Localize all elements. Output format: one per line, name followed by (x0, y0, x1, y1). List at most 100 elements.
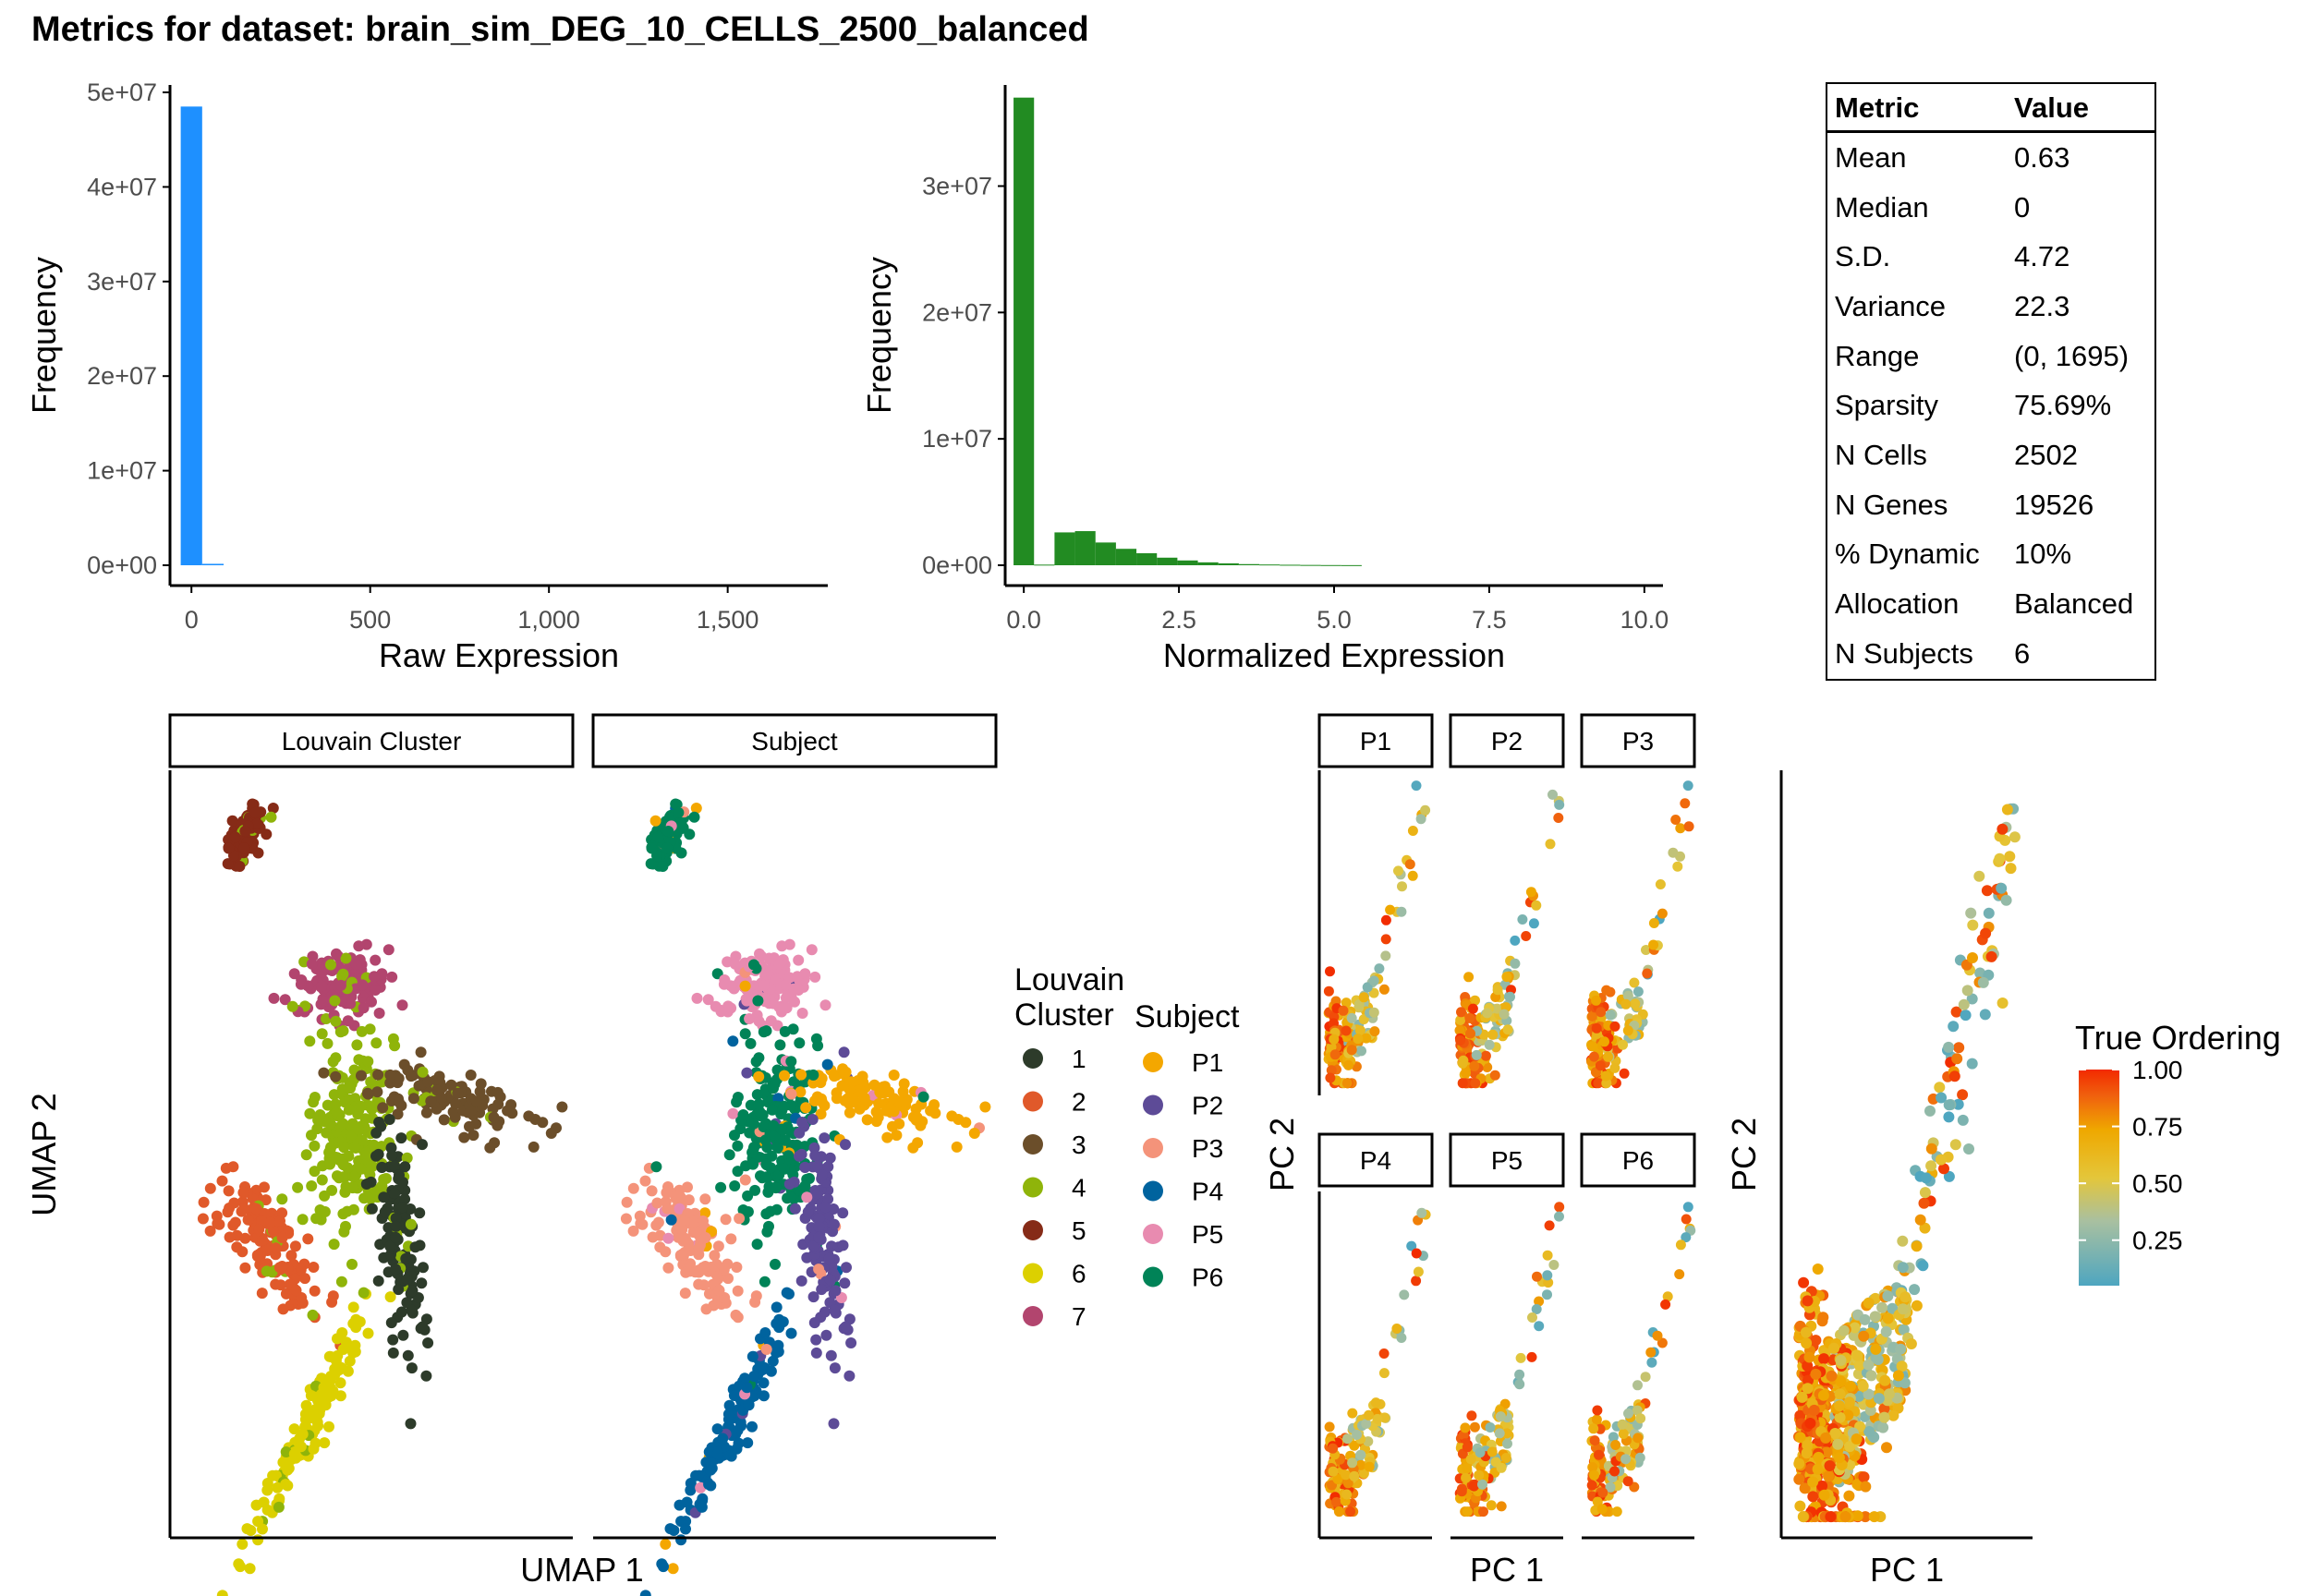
legend-swatch (1023, 1306, 1043, 1326)
facet-strip (1449, 1132, 1565, 1188)
scatter-point (1843, 1396, 1855, 1409)
scatter-point (1824, 1460, 1836, 1471)
metric-name: N Cells (1835, 438, 1927, 471)
scatter-point (309, 1140, 321, 1152)
scatter-point (1629, 977, 1640, 988)
scatter-point (251, 817, 263, 829)
scatter-point (390, 1264, 402, 1276)
histogram-bar (1115, 549, 1137, 565)
scatter-point (1943, 1099, 1955, 1111)
scatter-point (308, 1262, 320, 1273)
histogram-bar (180, 106, 202, 566)
scatter-point (747, 1158, 759, 1170)
scatter-point (1948, 1021, 1960, 1033)
scatter-point (1597, 1487, 1608, 1498)
scatter-point (845, 1337, 857, 1348)
scatter-point (951, 1141, 963, 1153)
normalized-histogram: 0e+00 1e+07 2e+07 3e+07 0.0 2.5 5.0 7.5 10.0 No… (860, 85, 1669, 674)
scatter-point (809, 1150, 821, 1162)
scatter-point (1466, 1410, 1477, 1421)
scatter-point (348, 1142, 360, 1154)
scatter-point (1943, 1111, 1955, 1123)
scatter-point (872, 1111, 884, 1123)
scatter-point (1596, 1007, 1607, 1018)
scatter-point (667, 1563, 679, 1575)
x-tick-label: 7.5 (1472, 606, 1507, 634)
scatter-point (325, 1371, 337, 1382)
scatter-point (295, 978, 307, 990)
umap-subject-points (620, 798, 991, 1596)
scatter-point (397, 1329, 409, 1341)
scatter-point (288, 1423, 300, 1435)
louvain-legend-title-line1: Louvain (1014, 962, 1124, 998)
scatter-point (1364, 1461, 1375, 1472)
colorbar-tick-label: 0.25 (2132, 1227, 2183, 1255)
scatter-point (1595, 1060, 1606, 1071)
legend-swatch (1023, 1220, 1043, 1240)
scatter-point (1881, 1442, 1892, 1454)
scatter-point (1802, 1383, 1814, 1395)
scatter-point (639, 1590, 651, 1596)
scatter-point (1525, 887, 1536, 898)
subject-legend-background (1131, 994, 1260, 1033)
scatter-point (711, 1423, 723, 1435)
scatter-point (1967, 919, 1979, 931)
scatter-point (1963, 1143, 1974, 1155)
scatter-point (858, 1092, 870, 1104)
scatter-point (1619, 1068, 1630, 1079)
scatter-point (652, 831, 664, 843)
scatter-point (211, 1210, 223, 1222)
scatter-point (1347, 1457, 1358, 1469)
metric-value: Balanced (2014, 587, 2134, 621)
scatter-point (1587, 1462, 1598, 1473)
umap-x-label: UMAP 1 (520, 1551, 643, 1589)
legend-label: P2 (1192, 1092, 1223, 1120)
histogram-bar (1341, 564, 1362, 566)
histogram-bar (1074, 531, 1096, 565)
scatter-point (687, 1216, 699, 1228)
scatter-point (1873, 1393, 1885, 1405)
scatter-point (767, 1355, 779, 1367)
scatter-point (765, 1365, 777, 1377)
scatter-point (656, 1558, 668, 1570)
scatter-point (1545, 839, 1556, 850)
histogram-bar (1054, 532, 1075, 565)
scatter-point (1632, 1405, 1643, 1416)
scatter-point (881, 1131, 893, 1143)
scatter-point (795, 1275, 807, 1287)
colorbar-title: True Ordering (2075, 1019, 2281, 1057)
scatter-point (637, 1218, 649, 1230)
scatter-point (817, 1169, 828, 1181)
scatter-point (789, 1203, 801, 1215)
scatter-point (1380, 934, 1391, 945)
scatter-point (1925, 1143, 1937, 1155)
scatter-point (350, 959, 362, 971)
scatter-point (319, 1437, 331, 1449)
scatter-point (789, 996, 800, 1008)
scatter-point (329, 995, 341, 1007)
scatter-point (727, 1107, 739, 1119)
scatter-point (1967, 952, 1978, 963)
scatter-point (1897, 1262, 1909, 1274)
scatter-point (763, 952, 775, 964)
scatter-point (370, 954, 382, 966)
scatter-point (270, 1242, 282, 1254)
scatter-point (1896, 1360, 1908, 1372)
scatter-point (1542, 1250, 1553, 1261)
scatter-point (371, 1086, 383, 1098)
y-tick-label: 2e+07 (922, 298, 992, 326)
scatter-point (1457, 1078, 1468, 1089)
scatter-point (1349, 1470, 1360, 1481)
scatter-point (323, 1421, 334, 1433)
scatter-point (223, 842, 235, 854)
scatter-point (316, 1028, 328, 1040)
scatter-point (2005, 863, 2017, 875)
scatter-point (406, 1362, 418, 1374)
umap-y-label: UMAP 2 (25, 1093, 63, 1215)
scatter-point (545, 1128, 557, 1139)
scatter-point (1542, 1270, 1553, 1281)
scatter-point (778, 1163, 790, 1175)
scatter-point (728, 1390, 740, 1401)
scatter-point (837, 1239, 849, 1251)
scatter-point (1860, 1481, 1872, 1493)
